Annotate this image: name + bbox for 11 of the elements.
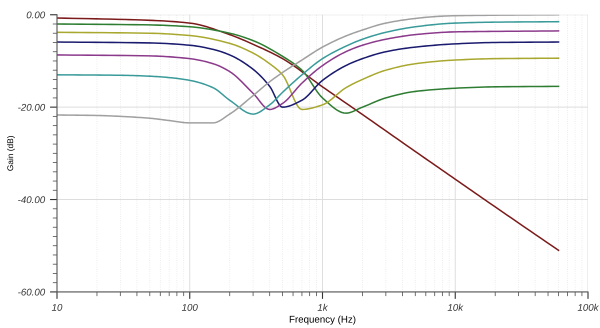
x-tick-label: 100k (578, 304, 599, 311)
y-tick-label: -20.00 (18, 104, 46, 111)
y-tick-label: 0.00 (26, 11, 46, 18)
x-tick-label: 10k (448, 304, 464, 311)
y-tick-label: -60.00 (18, 288, 46, 296)
x-tick-label: 1k (318, 304, 328, 311)
y-axis-title: Gain (dB) (7, 136, 15, 171)
y-tick-label: -40.00 (18, 196, 46, 204)
x-axis-title: Frequency (Hz) (290, 316, 356, 325)
x-tick-label: 100 (182, 304, 198, 311)
x-tick-label: 10 (52, 304, 62, 311)
